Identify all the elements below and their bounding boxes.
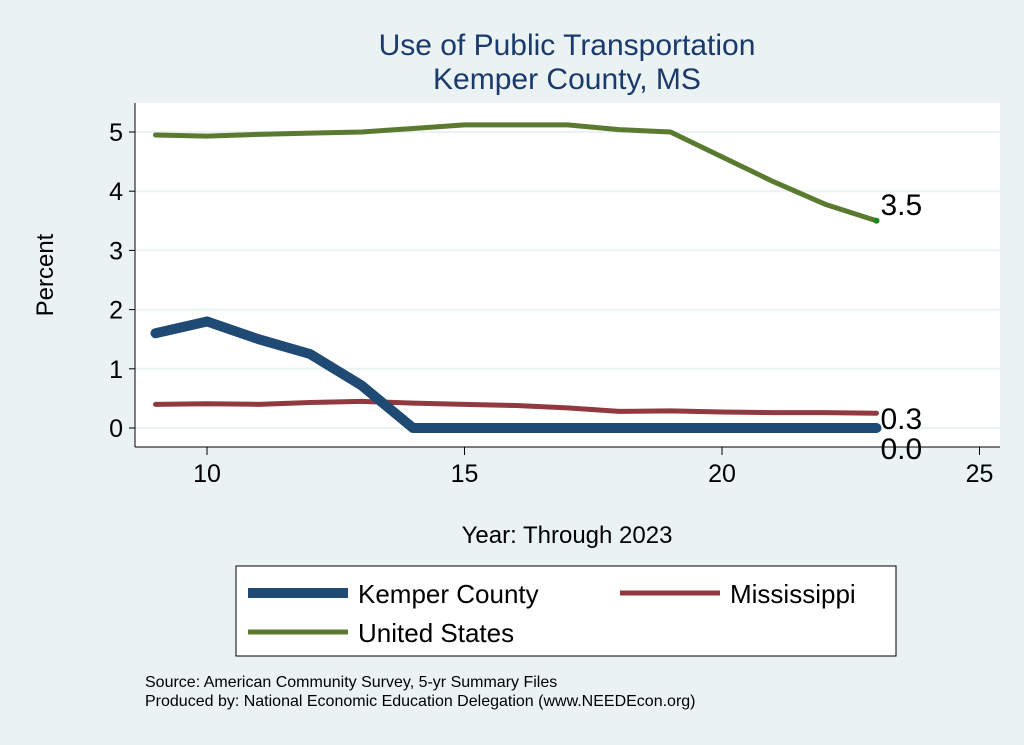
series-line-united-states [153, 122, 879, 224]
y-tick-label: 3 [109, 237, 123, 265]
y-tick-label: 1 [109, 356, 123, 384]
x-tick-label: 20 [708, 460, 736, 488]
y-axis-label: Percent [32, 233, 59, 316]
end-label: 0.3 [881, 403, 923, 436]
x-tick-label: 25 [966, 460, 994, 488]
plot-area [135, 103, 1000, 447]
series-line-mississippi [153, 398, 879, 416]
y-tick-label: 0 [109, 415, 123, 443]
y-tick-label: 2 [109, 297, 123, 325]
legend-box [235, 565, 897, 657]
y-tick-label: 5 [109, 119, 123, 147]
end-marker [873, 217, 880, 224]
x-tick-label: 10 [193, 460, 221, 488]
legend-label: Kemper County [358, 579, 539, 609]
series-line-kemper-county [150, 316, 882, 433]
x-axis-label: Year: Through 2023 [462, 522, 673, 549]
legend-label: United States [358, 618, 514, 648]
y-tick-label: 4 [109, 178, 123, 206]
chart-subtitle: Kemper County, MS [433, 63, 701, 96]
x-tick-label: 15 [451, 460, 479, 488]
chart-title: Use of Public Transportation [378, 29, 756, 62]
legend-label: Mississippi [730, 579, 856, 609]
produced-note: Produced by: National Economic Education… [145, 693, 696, 710]
end-label: 0.0 [881, 433, 923, 466]
end-label: 3.5 [881, 189, 923, 222]
source-note: Source: American Community Survey, 5-yr … [145, 674, 558, 691]
